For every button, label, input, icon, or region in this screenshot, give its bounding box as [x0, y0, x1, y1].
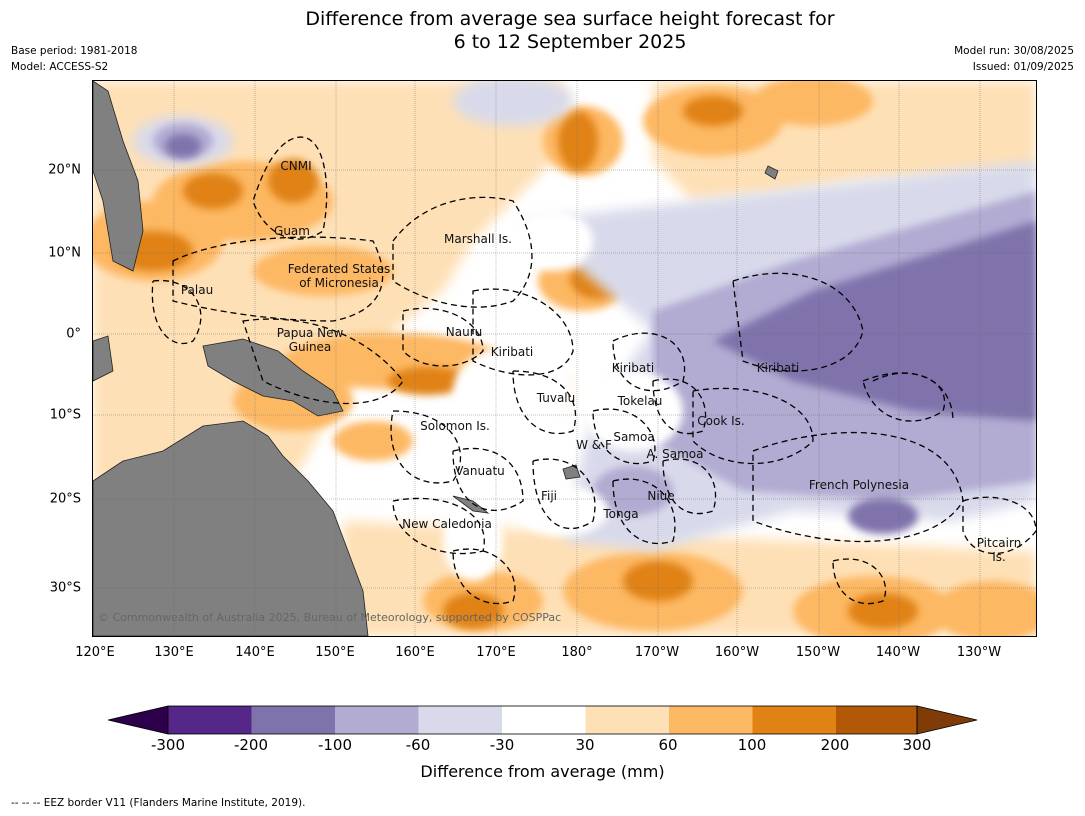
place-label-new-caledonia: New Caledonia — [402, 517, 492, 531]
colorbar-tick-60: 60 — [658, 736, 678, 754]
colorbar-tick-100: 100 — [737, 736, 767, 754]
colorbar-bin-1 — [168, 706, 252, 734]
lat-label-20n: 20°N — [48, 162, 81, 178]
place-label-solomon-is: Solomon Is. — [420, 419, 490, 433]
colorbar-bin-8 — [752, 706, 836, 734]
lon-label-150w: 150°W — [795, 645, 841, 660]
lon-label-130e: 130°E — [154, 645, 194, 660]
place-label-fiji: Fiji — [540, 489, 558, 503]
lat-label-10n: 10°N — [48, 245, 81, 261]
place-label-papua-new-guinea: Papua New Guinea — [276, 326, 344, 354]
colorbar-extend-max — [916, 705, 978, 735]
lat-label-30s: 30°S — [49, 580, 81, 596]
model-run-text: Model run: 30/08/2025 — [954, 45, 1074, 57]
place-label-palau: Palau — [180, 283, 214, 297]
landmass — [93, 81, 779, 636]
colorbar-extend-min — [108, 705, 169, 735]
colorbar-tick-300: 300 — [902, 736, 932, 754]
colorbar-bin-5 — [502, 706, 586, 734]
place-label-nauru: Nauru — [445, 325, 483, 339]
colorbar-tick-minus-30: -30 — [489, 736, 515, 754]
lon-label-140w: 140°W — [875, 645, 921, 660]
place-label-pitcairn-is: Pitcairn Is. — [976, 536, 1022, 564]
philippines-landmass — [93, 81, 144, 272]
lon-label-160e: 160°E — [395, 645, 435, 660]
lat-label-10s: 10°S — [49, 407, 81, 423]
copyright-notice: © Commonwealth of Australia 2025, Bureau… — [98, 611, 562, 624]
place-label-kiribati-east: Kiribati — [756, 361, 800, 375]
lon-label-170e: 170°E — [476, 645, 516, 660]
title-line-1: Difference from average sea surface heig… — [305, 8, 835, 30]
lon-label-160w: 160°W — [714, 645, 760, 660]
new-guinea-landmass — [202, 338, 344, 417]
place-label-niue: Niue — [647, 489, 675, 503]
lon-label-140e: 140°E — [235, 645, 275, 660]
sea-height-map: CNMI Guam Marshall Is. Federated States … — [92, 80, 1037, 637]
map-title: Difference from average sea surface heig… — [0, 8, 1085, 54]
graticule — [93, 81, 1036, 636]
colorbar-bin-7 — [669, 706, 753, 734]
colorbar-tick-minus-100: -100 — [317, 736, 353, 754]
colorbar-bin-3 — [335, 706, 419, 734]
place-label-tonga: Tonga — [603, 507, 639, 521]
place-label-french-polynesia: French Polynesia — [808, 478, 910, 492]
new-caledonia-landmass — [452, 495, 490, 514]
place-label-micronesia: Federated States of Micronesia — [287, 262, 391, 290]
australia-landmass — [93, 420, 369, 636]
colorbar-bin-6 — [585, 706, 669, 734]
borneo-landmass — [93, 335, 114, 382]
colorbar-tick-minus-300: -300 — [150, 736, 186, 754]
place-label-cook-is: Cook Is. — [697, 414, 745, 428]
eez-footnote: -- -- -- EEZ border V11 (Flanders Marine… — [11, 797, 306, 809]
lon-label-170w: 170°W — [634, 645, 680, 660]
colorbar-tick-200: 200 — [820, 736, 850, 754]
place-label-marshall-is: Marshall Is. — [444, 232, 512, 246]
issued-text: Issued: 01/09/2025 — [972, 61, 1074, 73]
lat-label-0: 0° — [66, 326, 81, 342]
colorbar-bin-2 — [251, 706, 335, 734]
place-label-kiribati-west: Kiribati — [490, 345, 534, 359]
fiji-landmass — [562, 464, 581, 480]
lon-label-120e: 120°E — [75, 645, 115, 660]
lat-label-20s: 20°S — [49, 491, 81, 507]
base-period-text: Base period: 1981-2018 — [11, 45, 138, 57]
meta-left: Base period: 1981-2018 Model: ACCESS-S2 — [11, 43, 137, 75]
place-label-american-samoa: A. Samoa — [646, 447, 704, 461]
lon-label-150e: 150°E — [315, 645, 355, 660]
place-label-guam: Guam — [274, 224, 310, 238]
colorbar-bin-9 — [836, 706, 917, 734]
place-label-tokelau: Tokelau — [617, 394, 663, 408]
colorbar — [108, 705, 978, 735]
colorbar-bin-4 — [418, 706, 502, 734]
place-label-kiribati-central: Kiribati — [611, 361, 655, 375]
meta-right: Model run: 30/08/2025 Issued: 01/09/2025 — [954, 43, 1074, 75]
colorbar-tick-30: 30 — [575, 736, 595, 754]
colorbar-tick-minus-60: -60 — [405, 736, 431, 754]
place-label-wallis-futuna: W & F — [576, 438, 612, 452]
title-line-2: 6 to 12 September 2025 — [453, 31, 687, 53]
lon-label-130w: 130°W — [956, 645, 1002, 660]
place-label-tuvalu: Tuvalu — [536, 391, 576, 405]
model-text: Model: ACCESS-S2 — [11, 61, 109, 73]
eez-borders — [151, 136, 1036, 605]
place-label-samoa: Samoa — [613, 430, 655, 444]
colorbar-title: Difference from average (mm) — [420, 762, 665, 781]
place-label-vanuatu: Vanuatu — [455, 464, 505, 478]
lon-label-180: 180° — [561, 645, 593, 660]
colorbar-tick-minus-200: -200 — [233, 736, 269, 754]
hawaii-landmass — [764, 165, 779, 180]
place-label-cnmi: CNMI — [280, 159, 312, 173]
map-canvas — [93, 81, 1036, 636]
